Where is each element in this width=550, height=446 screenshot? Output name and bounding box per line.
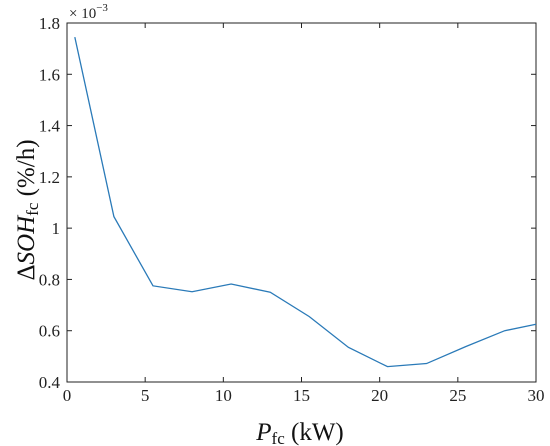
y-multiplier-exponent: −3 [96,2,108,14]
y-tick-label: 0.4 [39,373,61,392]
x-tick-label: 0 [63,386,72,405]
y-axis-label-sub: fc [23,202,42,216]
y-tick-label: 1.2 [39,168,60,187]
x-tick-label: 15 [293,386,310,405]
y-multiplier-base: × 10 [69,6,96,22]
series-line [74,36,537,368]
y-axis-label-unit: (%/h) [13,139,40,202]
y-tick-label: 0.8 [39,270,60,289]
x-axis-label: Pfc (kW) [255,419,344,446]
plot-area [66,22,537,383]
x-tick-label: 25 [449,386,466,405]
y-multiplier: × 10−3 [69,2,108,22]
x-tick-label: 5 [141,386,150,405]
y-axis-label-prefix: Δ [13,264,40,280]
y-axis-label-main: SOH [13,214,40,265]
x-tick-label: 20 [371,386,388,405]
x-axis-label-sub: fc [272,429,286,446]
x-tick-label: 30 [528,386,545,405]
y-tick-label: 1.6 [39,65,60,84]
y-tick-label: 1 [52,219,61,238]
y-tick-label: 1.8 [39,14,60,33]
x-axis-ticks: 0 5 10 15 20 25 30 [63,23,545,405]
x-axis-label-main: P [255,419,271,446]
x-axis-label-unit: (kW) [285,419,344,446]
y-axis-label: ΔSOHfc (%/h) [13,139,42,280]
y-tick-label: 0.6 [39,322,60,341]
x-tick-label: 10 [215,386,232,405]
y-tick-label: 1.4 [39,117,61,136]
y-axis-ticks: 0.4 0.6 0.8 1 1.2 1.4 1.6 1.8 [39,14,536,392]
